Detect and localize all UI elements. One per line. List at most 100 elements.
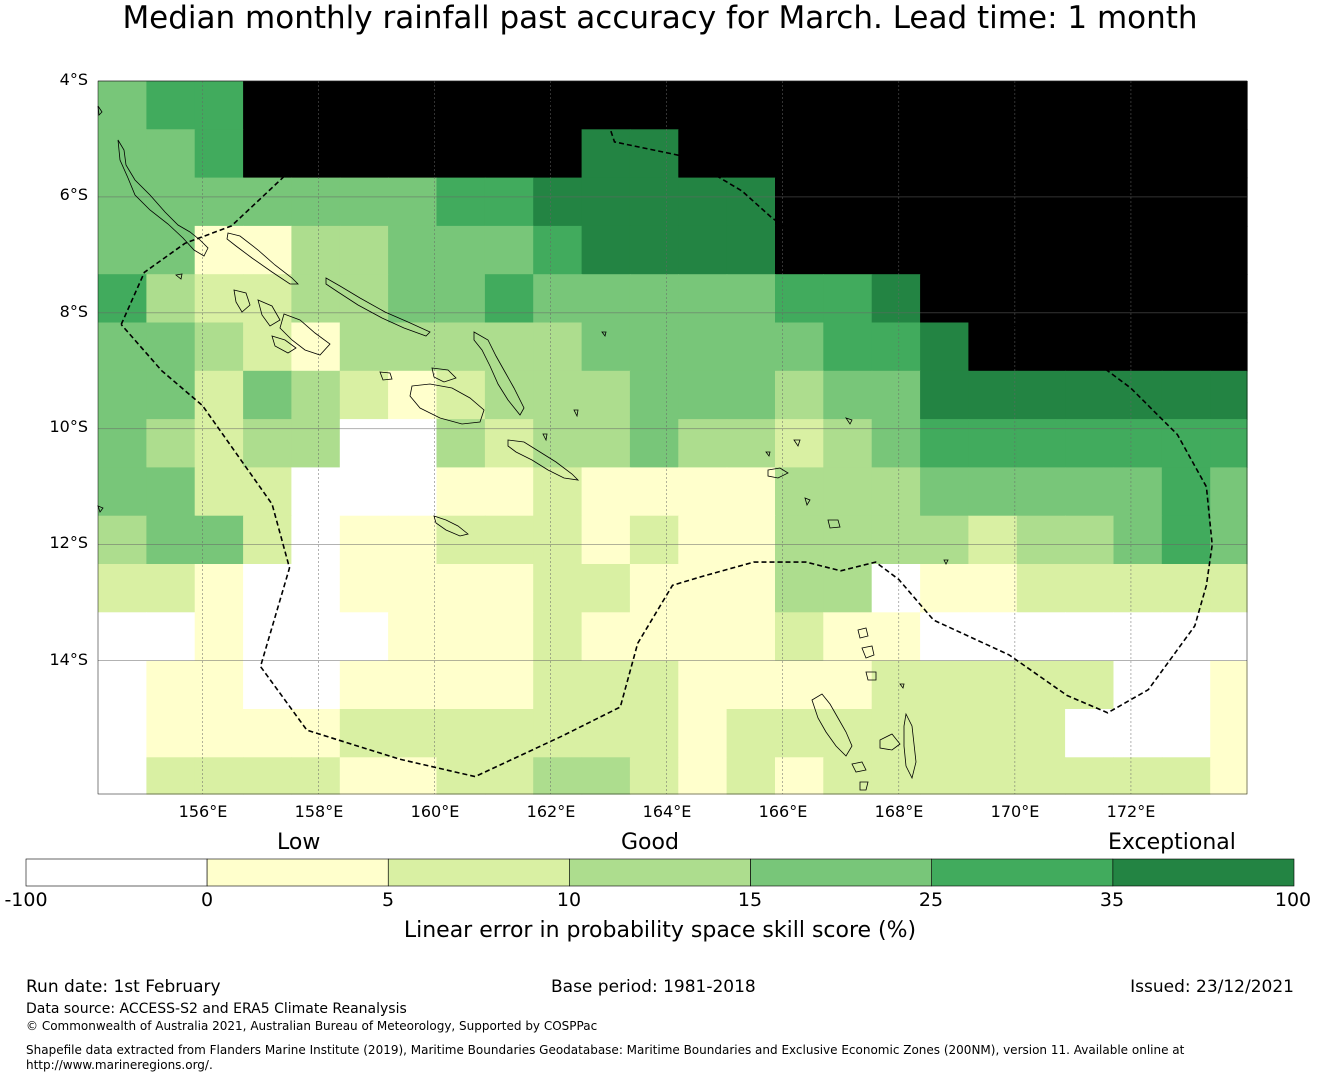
- skill-cell: [194, 467, 244, 517]
- skill-cell: [775, 322, 824, 372]
- skill-cell: [1161, 660, 1211, 710]
- category-good: Good: [621, 830, 679, 855]
- skill-cell: [871, 612, 921, 662]
- islet-10: [765, 451, 771, 457]
- skill-cell: [98, 612, 147, 662]
- lat-label-12s: 12°S: [49, 533, 88, 552]
- skill-cell: [920, 225, 970, 275]
- island-torres-banks: [857, 627, 869, 639]
- skill-cell: [291, 419, 341, 468]
- lon-label-168e: 168°E: [874, 802, 924, 821]
- skill-cell: [775, 274, 824, 324]
- skill-cell: [775, 81, 824, 130]
- skill-cell: [823, 322, 873, 372]
- skill-cell: [1161, 322, 1211, 372]
- island-malekula: [879, 733, 901, 751]
- skill-cell: [726, 370, 776, 420]
- skill-cell: [98, 564, 147, 613]
- skill-cell: [823, 564, 873, 613]
- skill-cell: [629, 515, 679, 565]
- skill-cell: [98, 757, 147, 795]
- skill-cell: [533, 274, 583, 324]
- skill-cell: [629, 709, 679, 758]
- skill-cell: [775, 419, 824, 468]
- skill-cell: [533, 322, 583, 372]
- skill-cell: [243, 612, 293, 662]
- skill-cell: [339, 660, 389, 710]
- skill-cell: [533, 419, 583, 468]
- skill-cell: [533, 612, 583, 662]
- skill-cell: [871, 757, 921, 795]
- skill-cell: [920, 177, 970, 227]
- skill-cell: [968, 709, 1018, 758]
- skill-cell: [436, 129, 486, 179]
- skill-cell: [291, 370, 341, 420]
- skill-cell: [243, 757, 293, 795]
- shapefile-link[interactable]: http://www.marineregions.org/.: [26, 1058, 213, 1072]
- skill-cell: [678, 709, 728, 758]
- cbar-tick: 0: [200, 889, 214, 911]
- skill-cell: [871, 660, 921, 710]
- skill-cell: [98, 177, 147, 227]
- skill-cell: [98, 515, 147, 565]
- island-malaita: [473, 331, 525, 416]
- skill-cell: [920, 322, 970, 372]
- skill-cell: [484, 564, 534, 613]
- skill-cell: [1016, 564, 1066, 613]
- island-santa-isabel: [325, 277, 431, 337]
- skill-cell: [1113, 612, 1163, 662]
- skill-cell: [194, 709, 244, 758]
- skill-cell: [775, 564, 824, 613]
- skill-cell: [291, 467, 341, 517]
- skill-cell: [146, 419, 196, 468]
- skill-cell: [629, 564, 679, 613]
- skill-cell: [1210, 129, 1248, 179]
- skill-cell: [484, 370, 534, 420]
- eez-boundary: [120, 88, 1214, 778]
- skill-cell: [98, 274, 147, 324]
- skill-cell: [871, 419, 921, 468]
- skill-cell: [98, 370, 147, 420]
- lat-label-4s: 4°S: [59, 70, 88, 89]
- skill-cell: [775, 515, 824, 565]
- skill-cell: [581, 274, 631, 324]
- skill-cell: [533, 757, 583, 795]
- skill-cell: [968, 757, 1018, 795]
- skill-cell: [920, 129, 970, 179]
- cbar-tick: 100: [1274, 889, 1312, 911]
- island-vanikoro: [804, 497, 811, 506]
- skill-cell: [920, 515, 970, 565]
- skill-cell: [629, 225, 679, 275]
- skill-cell: [1065, 274, 1115, 324]
- lon-label-158e: 158°E: [294, 802, 344, 821]
- skill-cell: [1113, 274, 1163, 324]
- skill-cell: [1065, 709, 1115, 758]
- run-date: Run date: 1st February: [26, 977, 221, 997]
- skill-cell: [339, 322, 389, 372]
- skill-cell: [726, 129, 776, 179]
- skill-cell: [871, 274, 921, 324]
- skill-cell: [339, 225, 389, 275]
- skill-cell: [1065, 370, 1115, 420]
- colorbar-segment: [750, 858, 932, 887]
- skill-cell: [823, 660, 873, 710]
- skill-cell: [533, 177, 583, 227]
- skill-cell: [146, 612, 196, 662]
- skill-cell: [291, 81, 341, 130]
- skill-cell: [775, 177, 824, 227]
- skill-cell: [629, 81, 679, 130]
- skill-cell: [1161, 129, 1211, 179]
- map-frame: [97, 80, 1248, 795]
- skill-grid: [98, 81, 1248, 795]
- skill-cell: [1161, 757, 1211, 795]
- islet-4: [257, 121, 263, 128]
- skill-cell: [243, 177, 293, 227]
- skill-cell: [1210, 709, 1248, 758]
- lon-label-160e: 160°E: [410, 802, 460, 821]
- skill-cell: [726, 467, 776, 517]
- skill-cell: [1161, 419, 1211, 468]
- skill-cell: [726, 757, 776, 795]
- skill-cell: [1210, 274, 1248, 324]
- skill-cell: [98, 225, 147, 275]
